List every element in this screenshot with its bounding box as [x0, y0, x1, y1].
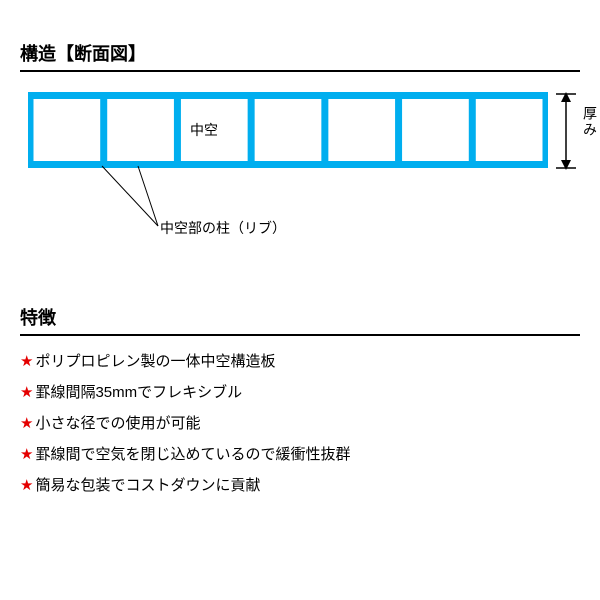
- feature-item: ★ポリプロピレン製の一体中空構造板: [20, 350, 580, 371]
- feature-item: ★簡易な包装でコストダウンに貢献: [20, 474, 580, 495]
- features-heading: 特徴: [20, 304, 580, 336]
- star-icon: ★: [20, 384, 33, 401]
- feature-text: 小さな径での使用が可能: [35, 415, 200, 432]
- feature-text: 簡易な包装でコストダウンに貢献: [35, 477, 260, 494]
- star-icon: ★: [20, 477, 33, 494]
- feature-item: ★罫線間隔35mmでフレキシブル: [20, 381, 580, 402]
- cross-section-svg: [28, 92, 548, 168]
- cross-section-diagram: 中空 中空部の柱（リブ） 厚み: [20, 84, 580, 264]
- hollow-label: 中空: [190, 120, 218, 140]
- feature-item: ★小さな径での使用が可能: [20, 412, 580, 433]
- rib-label: 中空部の柱（リブ）: [160, 218, 286, 238]
- features-list: ★ポリプロピレン製の一体中空構造板★罫線間隔35mmでフレキシブル★小さな径での…: [20, 350, 580, 495]
- feature-text: 罫線間で空気を閉じ込めているので緩衝性抜群: [35, 446, 350, 463]
- structure-heading: 構造【断面図】: [20, 40, 580, 72]
- feature-text: ポリプロピレン製の一体中空構造板: [35, 353, 275, 370]
- feature-text: 罫線間隔35mmでフレキシブル: [35, 384, 242, 401]
- thickness-arrow: [554, 90, 578, 172]
- feature-item: ★罫線間で空気を閉じ込めているので緩衝性抜群: [20, 443, 580, 464]
- star-icon: ★: [20, 353, 33, 370]
- star-icon: ★: [20, 415, 33, 432]
- star-icon: ★: [20, 446, 33, 463]
- thickness-label: 厚み: [580, 106, 600, 138]
